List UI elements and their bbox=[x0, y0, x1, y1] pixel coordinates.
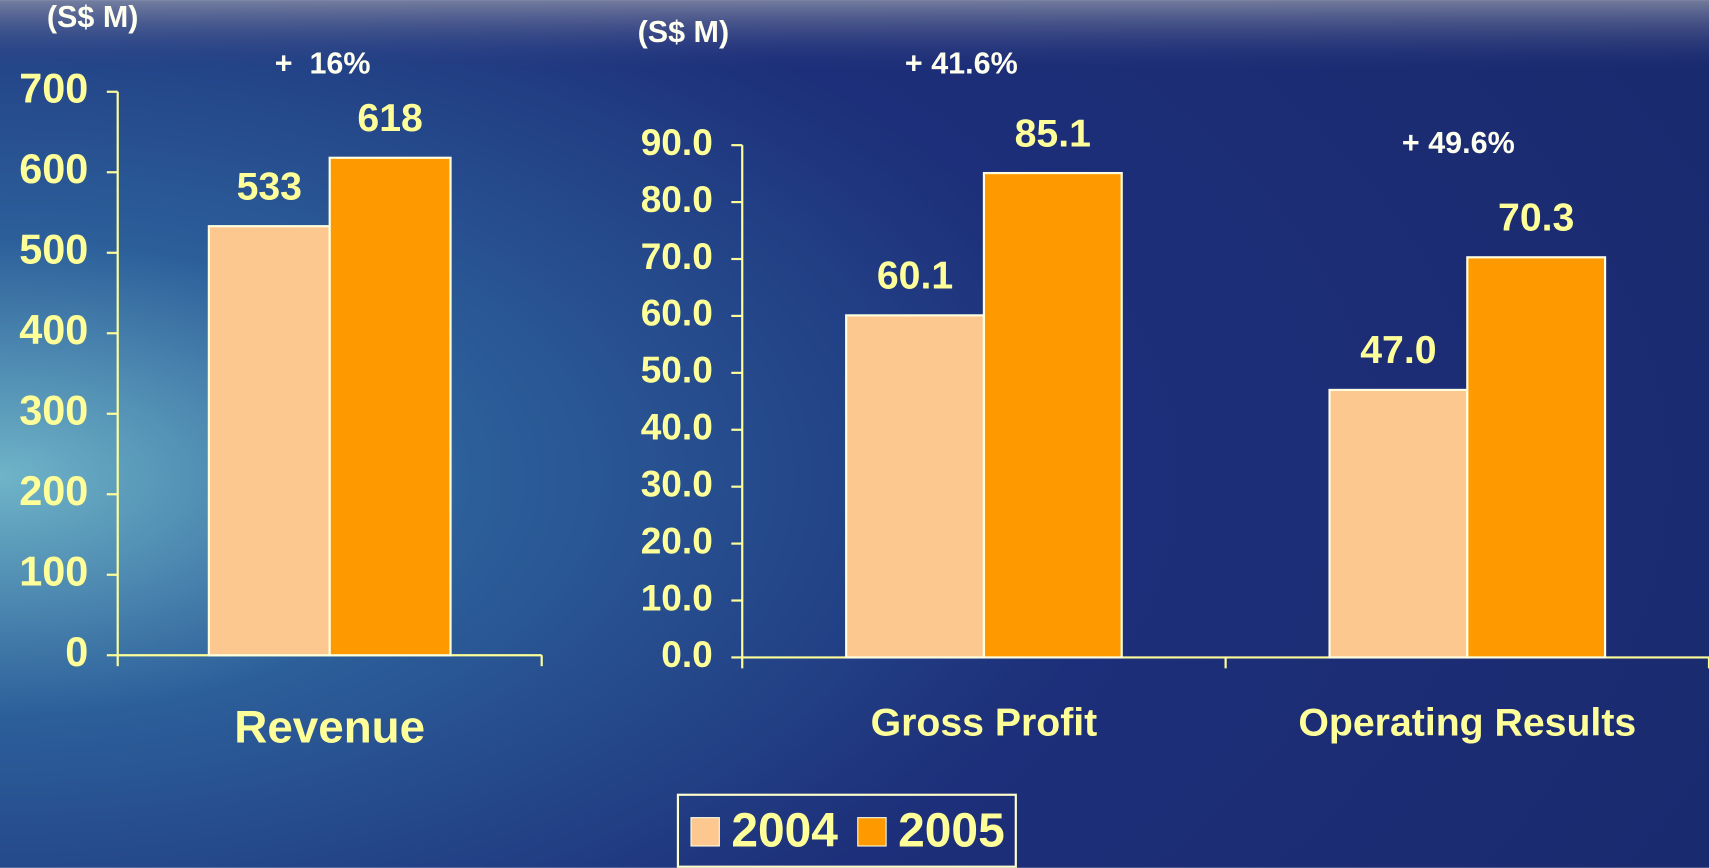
y-tick-label: 0.0 bbox=[661, 633, 713, 675]
y-tick-label: 70.0 bbox=[641, 235, 713, 277]
x-tick-label: Gross Profit bbox=[871, 700, 1098, 744]
y-tick-label: 100 bbox=[19, 549, 88, 595]
chart: (S$ M) + 16% 0 100 200 300 400 500 600 700 Revenue… bbox=[0, 0, 1709, 868]
data-label: 618 bbox=[357, 96, 422, 140]
y-tick-label: 80.0 bbox=[641, 178, 713, 220]
bar bbox=[1467, 257, 1605, 657]
data-label: 47.0 bbox=[1360, 328, 1436, 372]
data-label: 85.1 bbox=[1015, 111, 1091, 155]
bar bbox=[1330, 390, 1468, 658]
bar bbox=[984, 173, 1122, 657]
x-tick-label: Operating Results bbox=[1298, 700, 1636, 744]
bar bbox=[330, 158, 451, 655]
page: (S$ M) + 16% 0 100 200 300 400 500 600 700 Revenue… bbox=[0, 0, 1709, 868]
data-label: 70.3 bbox=[1498, 196, 1574, 240]
y-tick-label: 50.0 bbox=[641, 349, 713, 391]
y-axis-label: (S$ M) bbox=[638, 15, 730, 49]
y-tick-label: 60.0 bbox=[641, 292, 713, 334]
x-tick-label: Revenue bbox=[234, 702, 425, 753]
y-axis-label: (S$ M) bbox=[47, 0, 139, 34]
bar bbox=[209, 226, 330, 655]
y-tick-label: 90.0 bbox=[641, 121, 713, 163]
annotation: + 16% bbox=[275, 47, 371, 81]
y-tick-label: 700 bbox=[19, 66, 88, 112]
annotation: + 41.6% bbox=[905, 47, 1018, 81]
legend-label: 2004 bbox=[731, 805, 838, 858]
y-tick-label: 200 bbox=[19, 468, 88, 514]
legend-label: 2005 bbox=[898, 805, 1005, 858]
data-label: 60.1 bbox=[877, 254, 953, 298]
y-tick-label: 30.0 bbox=[641, 462, 713, 504]
y-tick-label: 600 bbox=[19, 146, 88, 192]
y-tick-label: 300 bbox=[19, 388, 88, 434]
y-tick-label: 0 bbox=[65, 629, 88, 675]
y-tick-label: 10.0 bbox=[641, 576, 713, 618]
y-tick-label: 40.0 bbox=[641, 406, 713, 448]
y-tick-label: 400 bbox=[19, 307, 88, 353]
y-tick-label: 20.0 bbox=[641, 519, 713, 561]
y-tick-label: 500 bbox=[19, 227, 88, 273]
bar bbox=[846, 315, 984, 657]
legend-swatch bbox=[691, 818, 719, 846]
data-label: 533 bbox=[237, 164, 302, 208]
legend-swatch bbox=[858, 818, 886, 846]
annotation: + 49.6% bbox=[1402, 126, 1515, 160]
